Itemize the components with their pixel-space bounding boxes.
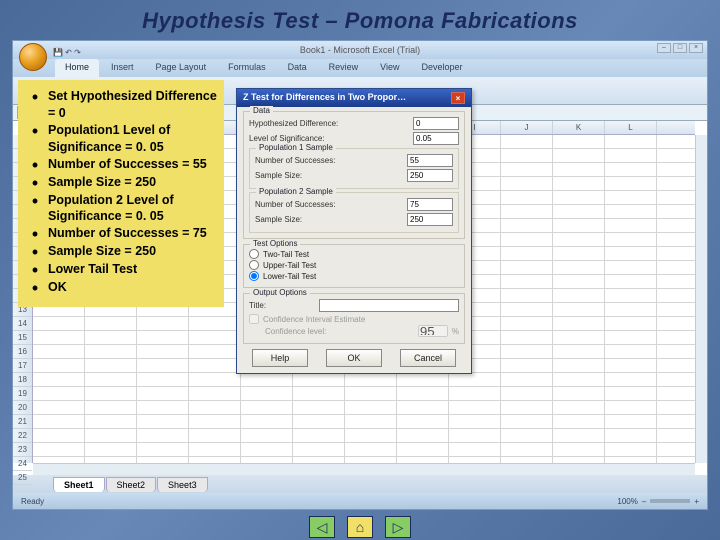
excel-titlebar: 💾 ↶ ↷ Book1 - Microsoft Excel (Trial) – …	[13, 41, 707, 59]
next-slide-icon[interactable]: ▷	[385, 516, 411, 538]
test-options-group: Test Options Two-Tail Test Upper-Tail Te…	[243, 244, 465, 288]
significance-input[interactable]	[413, 132, 459, 145]
tab-insert[interactable]: Insert	[101, 59, 144, 77]
pop2-title: Population 2 Sample	[256, 187, 336, 196]
quick-access-toolbar[interactable]: 💾 ↶ ↷	[53, 44, 81, 62]
output-title-label: Title:	[249, 301, 266, 310]
ci-label: Confidence Interval Estimate	[263, 315, 365, 324]
zoom-out-icon[interactable]: –	[642, 497, 646, 506]
tab-formulas[interactable]: Formulas	[218, 59, 276, 77]
p1-succ-label: Number of Successes:	[255, 156, 335, 165]
hyp-diff-input[interactable]	[413, 117, 459, 130]
cl-label: Confidence level:	[265, 327, 326, 336]
pop1-group: Population 1 Sample Number of Successes:…	[249, 148, 459, 189]
cl-input	[418, 325, 448, 337]
sheet-tabs: Sheet1 Sheet2 Sheet3	[13, 475, 707, 493]
pct-label: %	[452, 327, 459, 336]
bullet-icon: •	[22, 88, 48, 122]
excel-title-text: Book1 - Microsoft Excel (Trial)	[300, 45, 420, 55]
horizontal-scrollbar[interactable]	[33, 463, 695, 475]
dialog-titlebar[interactable]: Z Test for Differences in Two Propor… ×	[237, 89, 471, 107]
hyp-diff-label: Hypothesized Difference:	[249, 119, 338, 128]
sheet1-tab[interactable]: Sheet1	[53, 477, 105, 492]
note-item: Sample Size = 250	[48, 174, 218, 192]
nav-icons: ◁ ⌂ ▷	[309, 516, 411, 538]
upper-tail-label: Upper-Tail Test	[263, 261, 316, 270]
ztest-dialog: Z Test for Differences in Two Propor… × …	[236, 88, 472, 374]
test-options-title: Test Options	[250, 239, 300, 248]
col-j[interactable]: J	[501, 121, 553, 134]
home-icon[interactable]: ⌂	[347, 516, 373, 538]
help-button[interactable]: Help	[252, 349, 308, 367]
note-item: OK	[48, 279, 218, 297]
prev-slide-icon[interactable]: ◁	[309, 516, 335, 538]
upper-tail-radio[interactable]	[249, 260, 259, 270]
cancel-button[interactable]: Cancel	[400, 349, 456, 367]
significance-label: Level of Significance:	[249, 134, 325, 143]
tab-review[interactable]: Review	[319, 59, 369, 77]
lower-tail-radio[interactable]	[249, 271, 259, 281]
tab-page-layout[interactable]: Page Layout	[146, 59, 217, 77]
output-options-title: Output Options	[250, 288, 310, 297]
p2-succ-label: Number of Successes:	[255, 200, 335, 209]
pop2-group: Population 2 Sample Number of Successes:…	[249, 192, 459, 233]
p1-succ-input[interactable]	[407, 154, 453, 167]
maximize-icon[interactable]: □	[673, 43, 687, 53]
office-button[interactable]	[19, 43, 47, 71]
status-bar: Ready 100% – +	[13, 493, 707, 509]
output-options-group: Output Options Title: Confidence Interva…	[243, 293, 465, 344]
data-group-title: Data	[250, 106, 273, 115]
vertical-scrollbar[interactable]	[695, 135, 707, 463]
note-item: Number of Successes = 75	[48, 225, 218, 243]
note-item: Lower Tail Test	[48, 261, 218, 279]
output-title-input[interactable]	[319, 299, 459, 312]
status-text: Ready	[21, 497, 44, 506]
data-group: Data Hypothesized Difference: Level of S…	[243, 111, 465, 239]
tab-developer[interactable]: Developer	[411, 59, 472, 77]
p2-size-input[interactable]	[407, 213, 453, 226]
notes-panel: •Set Hypothesized Difference = 0 •Popula…	[18, 80, 224, 307]
page-title: Hypothesis Test – Pomona Fabrications	[0, 0, 720, 38]
p2-succ-input[interactable]	[407, 198, 453, 211]
two-tail-radio[interactable]	[249, 249, 259, 259]
note-item: Sample Size = 250	[48, 243, 218, 261]
tab-view[interactable]: View	[370, 59, 409, 77]
col-k[interactable]: K	[553, 121, 605, 134]
col-l[interactable]: L	[605, 121, 657, 134]
dialog-close-icon[interactable]: ×	[451, 92, 465, 104]
zoom-value: 100%	[617, 497, 637, 506]
ribbon-tabs: Home Insert Page Layout Formulas Data Re…	[13, 59, 707, 77]
minimize-icon[interactable]: –	[657, 43, 671, 53]
pop1-title: Population 1 Sample	[256, 143, 336, 152]
p1-size-label: Sample Size:	[255, 171, 302, 180]
sheet3-tab[interactable]: Sheet3	[157, 477, 208, 492]
ci-checkbox	[249, 314, 259, 324]
sheet2-tab[interactable]: Sheet2	[106, 477, 157, 492]
note-item: Number of Successes = 55	[48, 156, 218, 174]
zoom-slider[interactable]	[650, 499, 690, 503]
zoom-in-icon[interactable]: +	[694, 497, 699, 506]
two-tail-label: Two-Tail Test	[263, 250, 309, 259]
window-buttons[interactable]: – □ ×	[657, 43, 703, 53]
dialog-title-text: Z Test for Differences in Two Propor…	[243, 92, 406, 104]
tab-data[interactable]: Data	[278, 59, 317, 77]
note-item: Population 2 Level of Significance = 0. …	[48, 192, 218, 226]
close-icon[interactable]: ×	[689, 43, 703, 53]
p2-size-label: Sample Size:	[255, 215, 302, 224]
p1-size-input[interactable]	[407, 169, 453, 182]
zoom-control[interactable]: 100% – +	[617, 497, 699, 506]
ok-button[interactable]: OK	[326, 349, 382, 367]
note-item: Set Hypothesized Difference = 0	[48, 88, 218, 122]
note-item: Population1 Level of Significance = 0. 0…	[48, 122, 218, 156]
lower-tail-label: Lower-Tail Test	[263, 272, 316, 281]
